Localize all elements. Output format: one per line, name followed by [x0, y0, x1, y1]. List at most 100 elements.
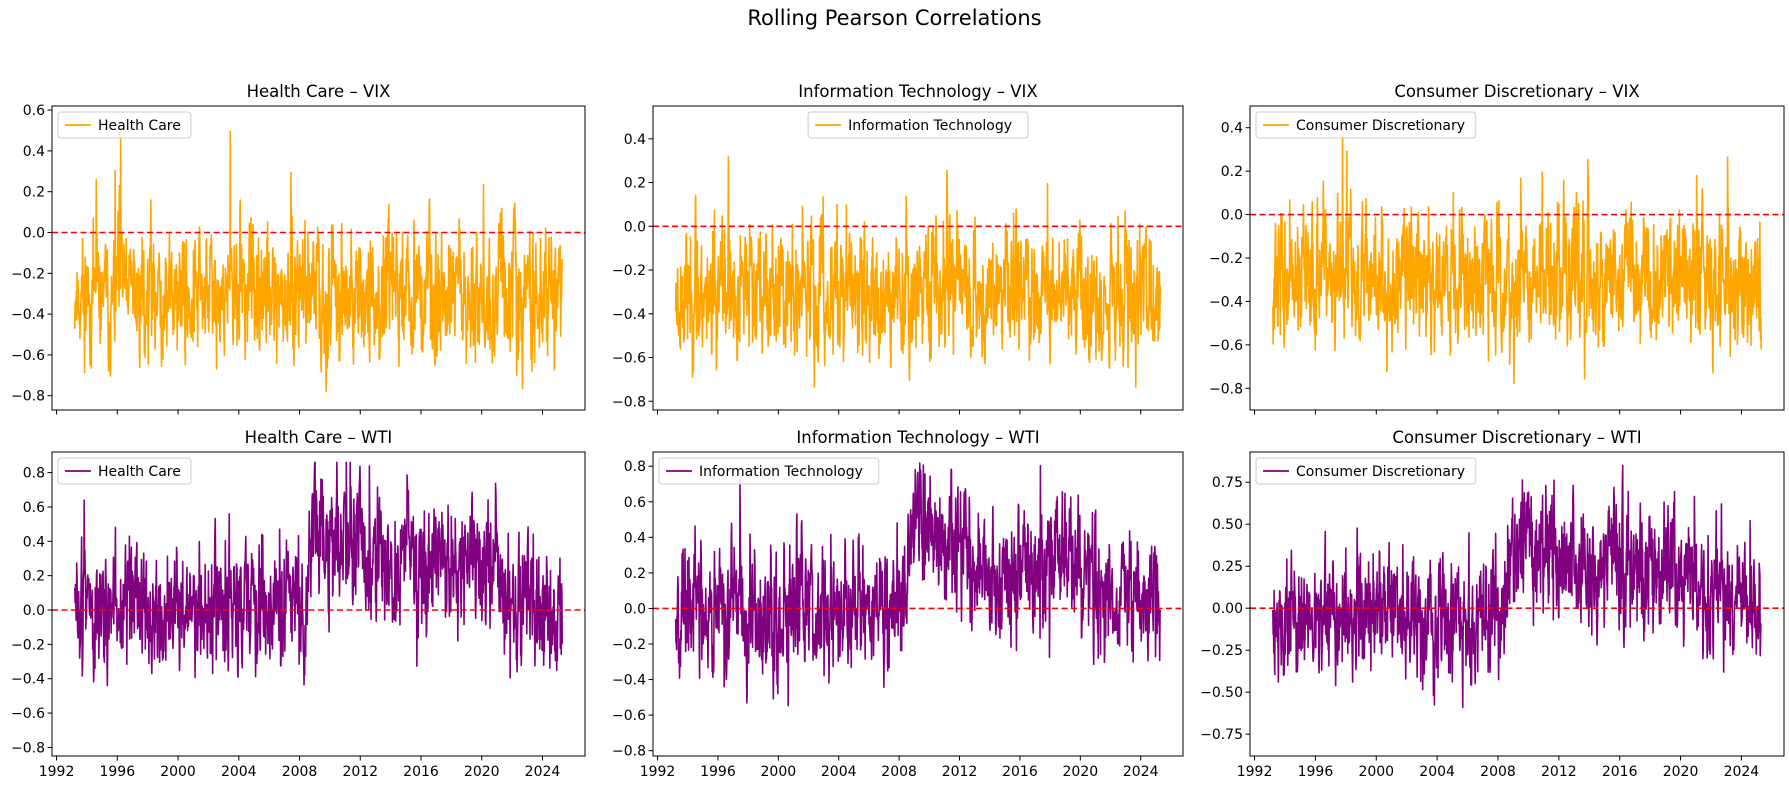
y-tick-label: 0.0	[23, 225, 45, 241]
x-tick-label: 1996	[700, 764, 736, 780]
x-tick-label: 2008	[881, 764, 917, 780]
legend: Information Technology	[658, 457, 880, 485]
y-tick-label: 0.4	[23, 534, 45, 550]
legend-label: Information Technology	[848, 118, 1012, 134]
y-tick-label: −0.2	[612, 263, 646, 279]
y-tick-label: −0.75	[1200, 727, 1243, 743]
y-tick-label: 0.2	[624, 176, 646, 192]
legend: Health Care	[57, 111, 192, 139]
y-tick-label: 0.0	[23, 603, 45, 619]
legend-label: Consumer Discretionary	[1296, 464, 1465, 480]
series-line-information-technology	[674, 156, 1162, 388]
legend: Consumer Discretionary	[1255, 111, 1477, 139]
x-tick-label: 2004	[821, 764, 857, 780]
legend-label: Information Technology	[699, 464, 863, 480]
y-tick-label: 0.0	[624, 601, 646, 617]
x-tick-label: 1996	[99, 764, 135, 780]
subplot-title: Information Technology – VIX	[798, 82, 1037, 101]
legend: Consumer Discretionary	[1255, 457, 1477, 485]
subplot-title: Health Care – VIX	[247, 82, 391, 101]
y-tick-label: 0.2	[624, 566, 646, 582]
y-tick-label: −0.4	[1209, 294, 1243, 310]
series-line-health-care	[73, 461, 564, 687]
series-line-consumer-discretionary	[1272, 123, 1762, 385]
y-tick-label: 0.2	[1221, 164, 1243, 180]
subplot-title: Information Technology – WTI	[796, 428, 1039, 447]
y-tick-label: 0.00	[1212, 601, 1243, 617]
legend: Information Technology	[807, 111, 1029, 139]
subplot-2: Information Technology – VIX −0.8 −0.6 −0.4…	[612, 82, 1184, 415]
x-tick-label: 2012	[942, 764, 978, 780]
x-tick-label: 2000	[1358, 764, 1394, 780]
x-tick-label: 2016	[403, 764, 439, 780]
legend-box	[57, 111, 192, 139]
y-tick-label: 0.25	[1212, 559, 1243, 575]
x-tick-label: 1992	[39, 764, 75, 780]
y-tick-label: 0.0	[624, 219, 646, 235]
x-tick-label: 2024	[525, 764, 561, 780]
x-tick-label: 1992	[640, 764, 676, 780]
subplot-title: Consumer Discretionary – VIX	[1394, 82, 1639, 101]
subplot-6: Consumer Discretionary – WTI −0.75 −0.50 −0…	[1200, 428, 1785, 780]
axes-frame	[51, 105, 586, 411]
y-tick-label: 0.50	[1212, 517, 1243, 533]
y-tick-label: −0.8	[612, 394, 646, 410]
x-tick-label: 2020	[1663, 764, 1699, 780]
x-tick-label: 2012	[342, 764, 378, 780]
y-tick-label: −0.6	[612, 351, 646, 367]
y-tick-label: −0.4	[11, 672, 45, 688]
series-line-health-care	[73, 127, 564, 392]
y-tick-label: −0.6	[11, 706, 45, 722]
subplot-grid: Health Care – VIX −0.8 −0.6 −0.4 −0.2 0.0 0.2 0…	[11, 82, 1785, 780]
x-tick-label: 2004	[221, 764, 257, 780]
subplot-4: Health Care – WTI −0.8 −0.6 −0.4 −0.2 0.0 0.2 0…	[11, 428, 586, 780]
x-tick-label: 2024	[1123, 764, 1159, 780]
y-tick-label: 0.6	[624, 495, 646, 511]
x-tick-label: 2024	[1724, 764, 1760, 780]
y-tick-label: −0.8	[612, 744, 646, 760]
legend-label: Health Care	[98, 464, 181, 480]
y-tick-label: 0.0	[1221, 208, 1243, 224]
x-tick-label: 2016	[1602, 764, 1638, 780]
x-tick-label: 2008	[1480, 764, 1516, 780]
y-tick-label: 0.4	[23, 144, 45, 160]
y-tick-label: −0.25	[1200, 643, 1243, 659]
axes-frame	[652, 105, 1184, 411]
y-tick-label: −0.4	[11, 307, 45, 323]
x-tick-label: 2008	[282, 764, 318, 780]
series-line-consumer-discretionary	[1272, 464, 1762, 709]
y-tick-label: 0.8	[624, 459, 646, 475]
y-tick-label: −0.2	[1209, 251, 1243, 267]
x-tick-label: 2016	[1002, 764, 1038, 780]
x-tick-label: 1992	[1237, 764, 1273, 780]
subplot-title: Health Care – WTI	[245, 428, 393, 447]
x-tick-label: 2000	[160, 764, 196, 780]
y-tick-label: −0.4	[612, 673, 646, 689]
y-tick-label: −0.6	[1209, 338, 1243, 354]
subplot-3: Consumer Discretionary – VIX −0.8 −0.6 −0.4…	[1209, 82, 1785, 415]
y-tick-label: −0.8	[1209, 381, 1243, 397]
axes-frame	[652, 451, 1184, 757]
series-line-information-technology	[674, 462, 1162, 707]
x-tick-label: 2020	[464, 764, 500, 780]
y-tick-label: 0.6	[23, 103, 45, 119]
y-tick-label: −0.4	[612, 307, 646, 323]
subplot-5: Information Technology – WTI −0.8 −0.6 −0.4…	[612, 428, 1184, 780]
x-tick-label: 1996	[1298, 764, 1334, 780]
axes-frame	[51, 451, 586, 757]
legend-box	[1255, 457, 1477, 485]
x-tick-label: 2004	[1419, 764, 1455, 780]
y-tick-label: −0.6	[11, 348, 45, 364]
legend-box	[807, 111, 1029, 139]
x-tick-label: 2020	[1063, 764, 1099, 780]
y-tick-label: 0.4	[1221, 121, 1243, 137]
legend-box	[57, 457, 192, 485]
y-tick-label: −0.2	[11, 637, 45, 653]
figure-suptitle: Rolling Pearson Correlations	[747, 6, 1041, 30]
y-tick-label: −0.8	[11, 389, 45, 405]
y-tick-label: 0.8	[23, 466, 45, 482]
legend-label: Health Care	[98, 118, 181, 134]
legend-label: Consumer Discretionary	[1296, 118, 1465, 134]
